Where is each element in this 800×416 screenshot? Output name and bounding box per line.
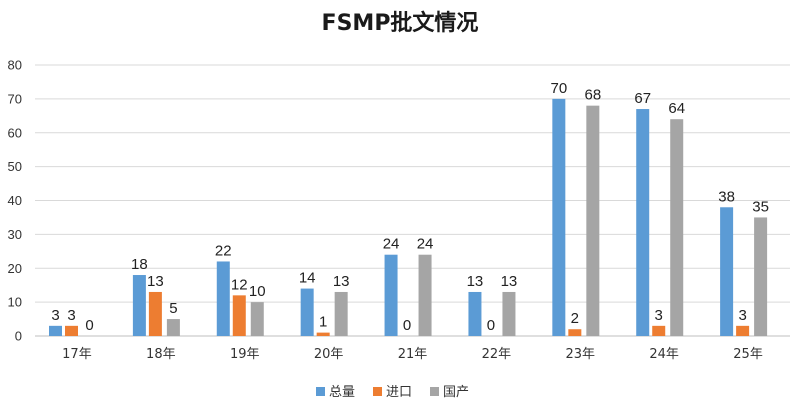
bar-进口-17年 bbox=[65, 325, 78, 336]
x-category-label: 22年 bbox=[482, 347, 512, 362]
data-label: 3 bbox=[655, 307, 663, 324]
bar-国产-19年 bbox=[250, 302, 264, 336]
x-category-label: 17年 bbox=[62, 347, 92, 362]
bar-总量-18年 bbox=[132, 275, 146, 336]
bar-进口-25年 bbox=[736, 325, 750, 336]
bar-总量-21年 bbox=[384, 254, 398, 336]
data-label: 64 bbox=[668, 100, 685, 117]
x-category-label: 19年 bbox=[230, 347, 260, 362]
y-tick-label: 70 bbox=[8, 91, 22, 106]
bar-进口-24年 bbox=[652, 325, 666, 336]
data-label: 13 bbox=[333, 273, 350, 290]
y-tick-label: 30 bbox=[8, 227, 22, 242]
bar-总量-23年 bbox=[552, 98, 566, 336]
data-label: 24 bbox=[383, 236, 400, 253]
bar-进口-19年 bbox=[232, 295, 246, 336]
data-label: 13 bbox=[467, 273, 484, 290]
bar-国产-18年 bbox=[166, 319, 180, 336]
data-label: 35 bbox=[752, 198, 769, 215]
data-label: 3 bbox=[67, 307, 75, 324]
y-tick-label: 10 bbox=[8, 295, 22, 310]
data-label: 13 bbox=[147, 273, 164, 290]
bar-进口-23年 bbox=[568, 329, 582, 336]
data-label: 68 bbox=[584, 87, 601, 104]
data-label: 12 bbox=[231, 276, 248, 293]
y-axis-ticks: 0 10 20 30 40 50 60 70 80 bbox=[8, 58, 22, 344]
data-label: 70 bbox=[550, 80, 567, 97]
y-tick-label: 60 bbox=[8, 125, 22, 140]
legend-label: 国产 bbox=[443, 385, 469, 400]
bar-总量-19年 bbox=[216, 261, 230, 336]
legend-swatch bbox=[316, 387, 325, 396]
x-category-label: 21年 bbox=[398, 347, 428, 362]
data-label: 0 bbox=[85, 317, 93, 334]
bar-国产-23年 bbox=[586, 105, 600, 337]
data-label: 3 bbox=[738, 307, 746, 324]
legend-swatch bbox=[430, 387, 439, 396]
bar-国产-25年 bbox=[754, 217, 768, 336]
y-tick-label: 40 bbox=[8, 193, 22, 208]
data-label: 38 bbox=[718, 188, 735, 205]
x-axis-categories: 17年 18年 19年 20年 21年 22年 23年 24年 25年 bbox=[62, 347, 763, 362]
bar-国产-24年 bbox=[670, 119, 684, 336]
data-label: 67 bbox=[634, 90, 651, 107]
bar-进口-20年 bbox=[316, 332, 330, 336]
y-tick-label: 20 bbox=[8, 261, 22, 276]
data-label: 14 bbox=[299, 270, 316, 287]
bar-总量-24年 bbox=[636, 109, 650, 336]
data-label: 10 bbox=[249, 283, 266, 300]
legend: 总量 进口 国产 bbox=[316, 385, 469, 400]
data-label: 22 bbox=[215, 242, 232, 259]
bar-国产-20年 bbox=[334, 291, 348, 336]
y-tick-label: 80 bbox=[8, 58, 22, 73]
legend-label: 总量 bbox=[329, 385, 355, 400]
data-label: 0 bbox=[487, 317, 495, 334]
x-category-label: 20年 bbox=[314, 347, 344, 362]
bar-总量-17年 bbox=[49, 325, 62, 336]
legend-label: 进口 bbox=[386, 385, 412, 400]
data-label: 18 bbox=[131, 256, 148, 273]
bar-总量-20年 bbox=[300, 288, 314, 336]
x-category-label: 23年 bbox=[566, 347, 596, 362]
x-category-label: 24年 bbox=[649, 347, 679, 362]
data-label: 24 bbox=[417, 236, 434, 253]
bar-总量-22年 bbox=[468, 291, 482, 336]
y-tick-label: 50 bbox=[8, 159, 22, 174]
bar-总量-25年 bbox=[720, 207, 734, 336]
data-label: 5 bbox=[169, 300, 177, 317]
x-category-label: 18年 bbox=[146, 347, 176, 362]
bar-国产-22年 bbox=[502, 291, 516, 336]
x-category-label: 25年 bbox=[733, 347, 763, 362]
bar-国产-21年 bbox=[418, 254, 432, 336]
data-label: 3 bbox=[51, 307, 59, 324]
y-tick-label: 0 bbox=[15, 329, 22, 344]
data-label: 0 bbox=[403, 317, 411, 334]
bar-进口-18年 bbox=[148, 291, 162, 336]
data-label: 13 bbox=[501, 273, 518, 290]
data-label: 2 bbox=[571, 310, 579, 327]
legend-swatch bbox=[373, 387, 382, 396]
bars bbox=[49, 98, 768, 337]
chart-title: FSMP批文情况 bbox=[322, 10, 479, 36]
data-label: 1 bbox=[319, 314, 327, 331]
